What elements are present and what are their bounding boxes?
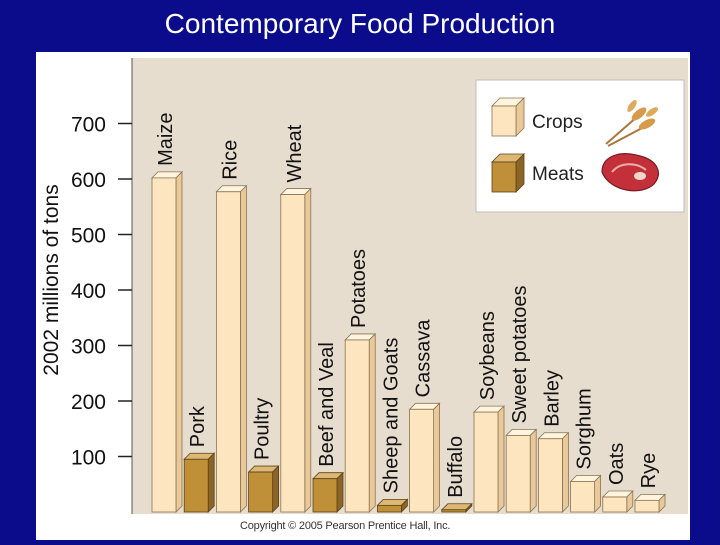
legend-meats-swatch — [491, 153, 525, 193]
legend: Crops Meats — [475, 79, 685, 213]
bar — [537, 431, 570, 513]
slide-title: Contemporary Food Production — [164, 8, 556, 39]
y-tick-label: 600 — [71, 169, 106, 192]
bar-label: Barley — [541, 370, 563, 427]
bar — [634, 493, 666, 513]
bar — [183, 452, 216, 513]
bar — [601, 490, 634, 513]
bar-label: Maize — [155, 113, 177, 166]
y-tick-label: 500 — [71, 225, 106, 248]
bar — [215, 184, 248, 513]
y-axis-label: 2002 millions of tons — [40, 184, 63, 375]
bar-chart: 2002 millions of tons 100 200 300 400 500 600… — [40, 58, 688, 514]
steak-icon — [601, 153, 659, 192]
bar — [279, 187, 312, 513]
y-ticks: 100 200 300 400 500 600 700 — [71, 114, 132, 470]
bar — [344, 332, 377, 513]
bar — [440, 502, 473, 513]
y-tick-label: 100 — [71, 447, 106, 470]
bar-label: Potatoes — [348, 249, 370, 328]
bar-label: Beef and Veal — [316, 342, 338, 467]
bar — [312, 471, 344, 513]
y-tick-label: 300 — [71, 336, 106, 359]
bar-label: Pork — [187, 405, 209, 447]
bar-label: Sheep and Goats — [380, 338, 402, 494]
legend-meats-label: Meats — [532, 164, 584, 185]
bar — [151, 170, 183, 513]
bar-label: Soybeans — [477, 311, 499, 400]
bar-label: Cassava — [413, 319, 435, 398]
y-tick-label: 400 — [71, 280, 106, 303]
bars — [151, 170, 666, 513]
bar-label: Poultry — [252, 398, 274, 460]
bar-label: Wheat — [284, 124, 306, 182]
y-tick-label: 700 — [71, 114, 106, 137]
bar — [505, 428, 538, 513]
wheat-stalks-icon — [605, 100, 658, 147]
legend-crops-swatch — [491, 97, 525, 137]
bar-label: Oats — [606, 443, 628, 485]
bar-label: Rice — [219, 140, 241, 180]
bar-label: Rye — [638, 453, 660, 489]
bar — [247, 465, 280, 513]
copyright-notice: Copyright © 2005 Pearson Prentice Hall, … — [240, 520, 451, 532]
bar — [569, 474, 602, 513]
bar-label: Buffalo — [445, 436, 467, 498]
bar — [376, 498, 409, 513]
legend-crops-label: Crops — [532, 112, 583, 133]
bar — [473, 405, 505, 513]
y-tick-label: 200 — [71, 391, 106, 414]
bar-label: Sweet potatoes — [509, 286, 531, 424]
bar — [408, 402, 441, 513]
bar-labels: Maize Pork Rice Poultry Wheat Beef and Veal Po… — [155, 113, 660, 498]
chart-panel: 2002 millions of tons 100 200 300 400 500 600… — [36, 52, 690, 540]
bar-label: Sorghum — [574, 388, 596, 469]
